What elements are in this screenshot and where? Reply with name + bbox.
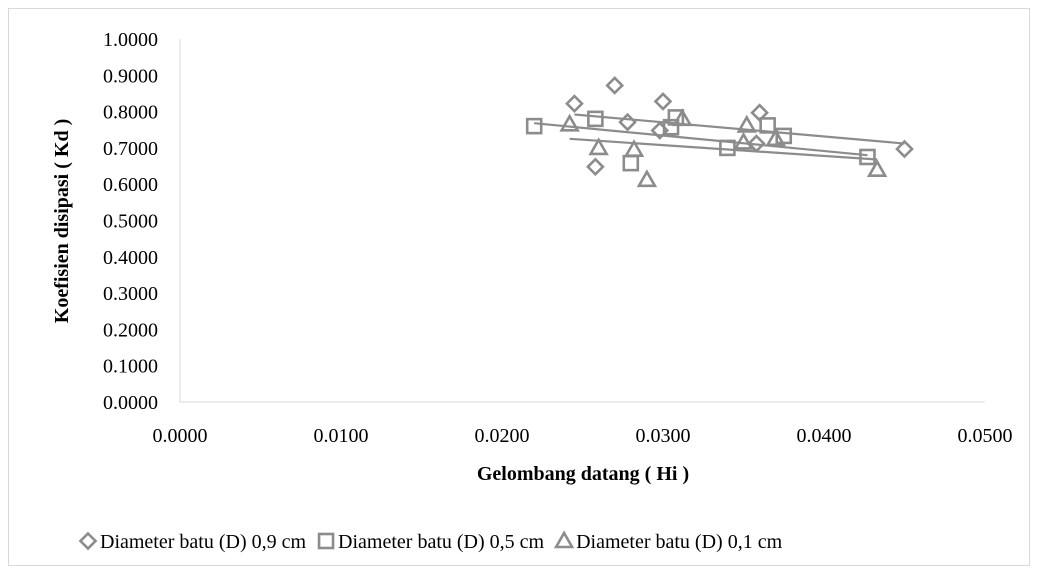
y-axis-title: Koefisien disipasi ( Kd ) — [51, 119, 73, 323]
axes — [179, 39, 985, 403]
y-tick-label: 0.9000 — [103, 65, 158, 87]
data-point-diamond — [586, 157, 605, 177]
x-tick-label: 0.0400 — [797, 425, 852, 447]
x-tick-label: 0.0000 — [153, 425, 208, 447]
y-tick-label: 0.1000 — [103, 356, 158, 378]
x-axis-title: Gelombang datang ( Hi ) — [477, 463, 689, 485]
y-tick-label: 0.4000 — [103, 247, 158, 269]
data-point-triangle — [736, 114, 757, 133]
trendline-square — [534, 122, 868, 157]
data-point-square — [859, 148, 876, 166]
data-point-square — [587, 110, 604, 128]
trendline-triangle — [569, 137, 878, 161]
legend-label: Diameter batu (D) 0,5 cm — [338, 531, 544, 553]
data-point-diamond — [653, 92, 673, 111]
data-point-triangle — [559, 113, 580, 132]
x-tick-label: 0.0300 — [636, 425, 691, 447]
data-points — [525, 76, 914, 188]
x-tick-labels: 0.0000 0.0100 0.0200 0.0300 0.0400 0.0500 — [153, 425, 1013, 447]
data-point-triangle — [733, 131, 754, 150]
legend-label: Diameter batu (D) 0,9 cm — [100, 531, 306, 553]
x-tick-label: 0.0200 — [475, 425, 530, 447]
data-point-triangle — [866, 159, 888, 177]
data-point-triangle — [672, 108, 693, 127]
legend-marker-triangle — [553, 530, 575, 549]
chart-frame — [8, 8, 1030, 566]
data-point-triangle — [623, 139, 645, 158]
data-point-triangle — [588, 137, 609, 156]
y-tick-label: 0.5000 — [103, 211, 158, 233]
legend-marker-diamond — [78, 531, 98, 551]
y-tick-label: 0.6000 — [103, 174, 158, 196]
data-point-square — [759, 117, 776, 134]
legend-marker-square — [317, 532, 335, 550]
y-tick-label: 0.0000 — [103, 392, 158, 414]
data-point-triangle — [636, 169, 658, 188]
y-tick-label: 0.3000 — [103, 283, 158, 305]
data-point-diamond — [565, 94, 584, 113]
legend-label: Diameter batu (D) 0,1 cm — [576, 531, 782, 553]
data-point-diamond — [895, 139, 914, 159]
x-tick-label: 0.0500 — [958, 425, 1013, 447]
y-tick-label: 0.8000 — [103, 102, 158, 124]
data-point-square — [662, 118, 680, 136]
data-point-triangle — [765, 128, 786, 147]
data-point-diamond — [618, 112, 637, 132]
legend: Diameter batu (D) 0,9 cm Diameter batu (D… — [78, 530, 783, 553]
data-point-diamond — [747, 134, 766, 153]
y-tick-labels: 0.0000 0.1000 0.2000 0.3000 0.4000 0.5000 0.60… — [103, 29, 158, 414]
y-tick-label: 1.0000 — [103, 29, 158, 51]
y-tick-label: 0.7000 — [103, 138, 158, 160]
data-point-square — [525, 117, 543, 135]
x-tick-label: 0.0100 — [314, 425, 369, 447]
y-tick-label: 0.2000 — [103, 319, 158, 341]
data-point-diamond — [605, 76, 625, 95]
data-point-square — [622, 154, 640, 172]
